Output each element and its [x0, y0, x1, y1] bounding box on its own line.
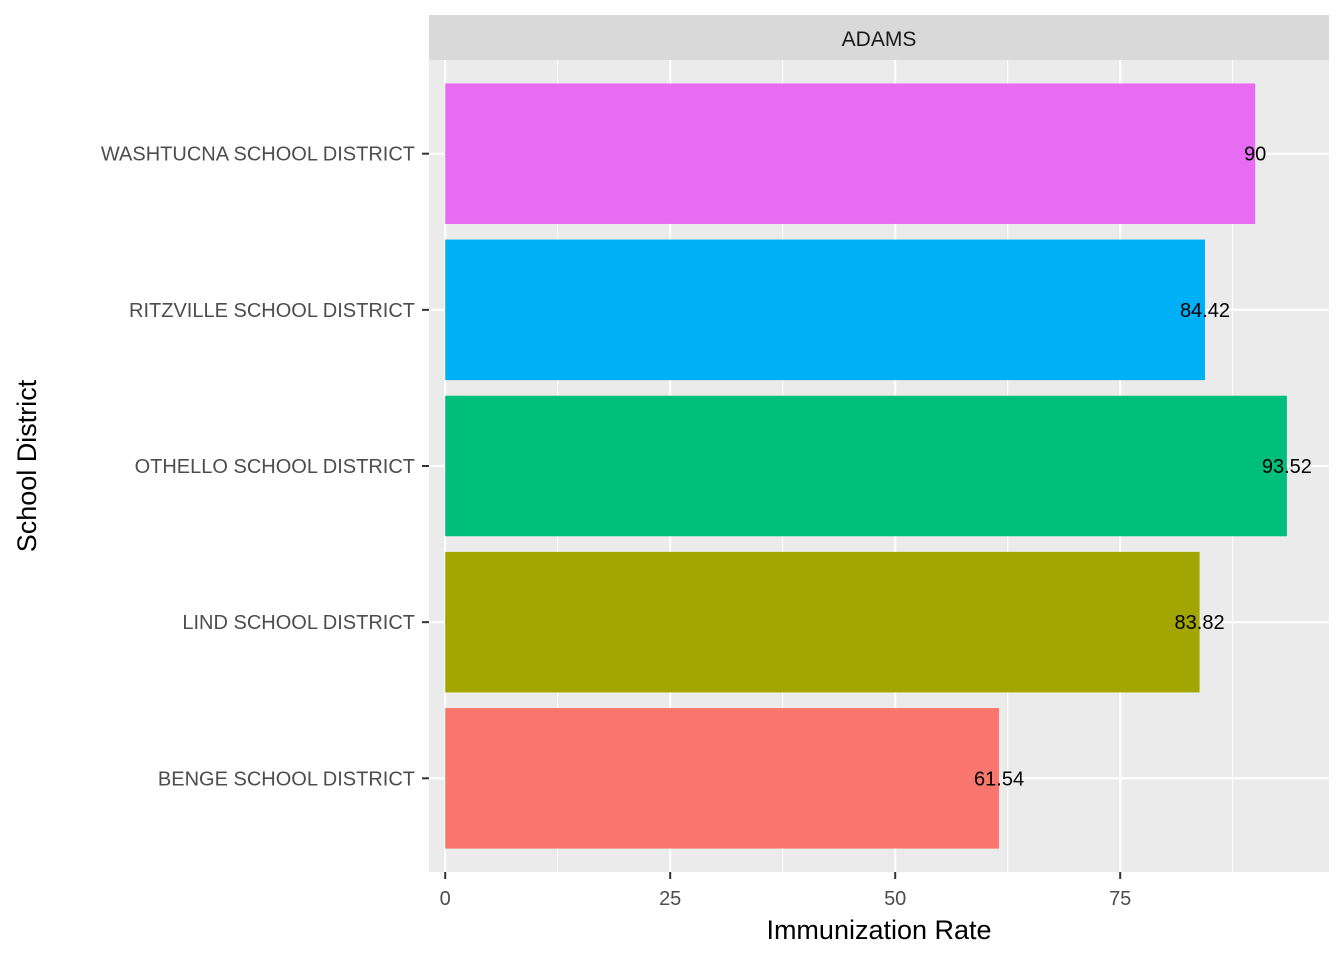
- x-axis: 0 25 50 75: [440, 872, 1131, 910]
- bar-value-labels: 61.54 83.82 93.52 84.42 90: [974, 144, 1312, 791]
- bar: [445, 239, 1205, 381]
- bars: [445, 83, 1287, 849]
- y-tick-label: OTHELLO SCHOOL DISTRICT: [135, 456, 415, 478]
- y-axis: BENGE SCHOOL DISTRICT LIND SCHOOL DISTRIC…: [101, 144, 429, 790]
- bar-value-label: 84.42: [1180, 300, 1230, 322]
- y-axis-title: School District: [12, 379, 42, 552]
- bar: [445, 83, 1256, 224]
- bar: [445, 551, 1200, 693]
- bar-value-label: 93.52: [1262, 456, 1312, 478]
- bar-value-label: 90: [1244, 144, 1266, 166]
- bar-value-label: 61.54: [974, 768, 1024, 790]
- x-tick-label: 50: [884, 888, 906, 910]
- facet-strip: [429, 15, 1329, 60]
- x-axis-title: Immunization Rate: [766, 915, 991, 945]
- bar-value-label: 83.82: [1175, 612, 1225, 634]
- facet-strip-label: ADAMS: [842, 28, 917, 51]
- y-tick-label: LIND SCHOOL DISTRICT: [182, 612, 415, 634]
- bar: [445, 395, 1287, 537]
- x-tick-label: 75: [1109, 888, 1131, 910]
- x-tick-label: 25: [659, 888, 681, 910]
- y-tick-label: RITZVILLE SCHOOL DISTRICT: [129, 300, 415, 322]
- y-tick-label: WASHTUCNA SCHOOL DISTRICT: [101, 144, 415, 166]
- x-tick-label: 0: [440, 888, 451, 910]
- y-tick-label: BENGE SCHOOL DISTRICT: [158, 768, 415, 790]
- bar: [445, 708, 1000, 849]
